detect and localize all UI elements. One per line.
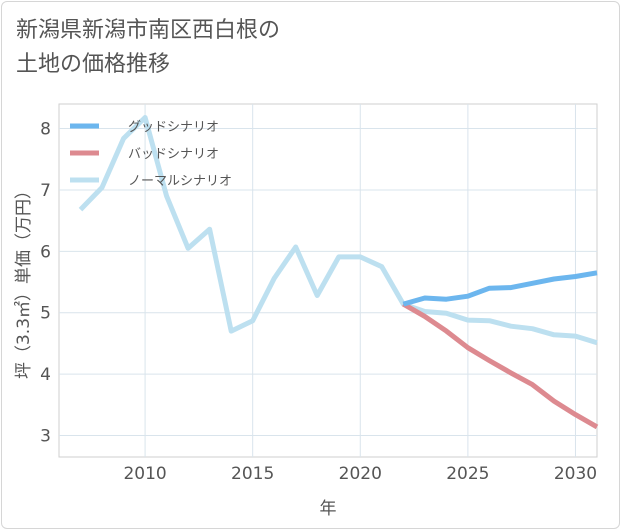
y-axis-ticks: 3 4 5 6 7 8	[40, 120, 51, 447]
legend-label-1: グッドシナリオ	[128, 120, 219, 135]
x-axis-title: 年	[320, 499, 337, 519]
series-line-2	[402, 301, 599, 430]
legend-label-3: ノーマルシナリオ	[128, 174, 232, 189]
series-line-1	[402, 270, 598, 307]
series-line-3	[78, 115, 598, 346]
x-tick-label: 2010	[123, 464, 166, 484]
title-line-2: 土地の価格推移	[16, 52, 171, 77]
y-axis-title: 坪（3.3㎡）単価（万円）	[14, 182, 34, 379]
y-tick-label: 8	[40, 120, 51, 140]
y-tick-label: 3	[40, 427, 51, 447]
page-title: 新潟県新潟市南区西白根の 土地の価格推移	[16, 14, 280, 82]
x-tick-label: 2020	[339, 464, 382, 484]
plot-border	[58, 103, 598, 458]
y-tick-label: 7	[40, 181, 51, 201]
y-tick-label: 4	[40, 365, 51, 385]
series-lines	[78, 115, 599, 430]
x-axis-ticks: 2010 2015 2020 2025 2030	[123, 464, 597, 484]
y-tick-label: 5	[40, 304, 51, 324]
x-tick-label: 2015	[231, 464, 274, 484]
x-tick-label: 2025	[446, 464, 489, 484]
legend-label-2: バッドシナリオ	[128, 147, 219, 162]
x-tick-label: 2030	[554, 464, 597, 484]
y-tick-label: 6	[40, 242, 51, 262]
title-line-1: 新潟県新潟市南区西白根の	[16, 18, 281, 43]
